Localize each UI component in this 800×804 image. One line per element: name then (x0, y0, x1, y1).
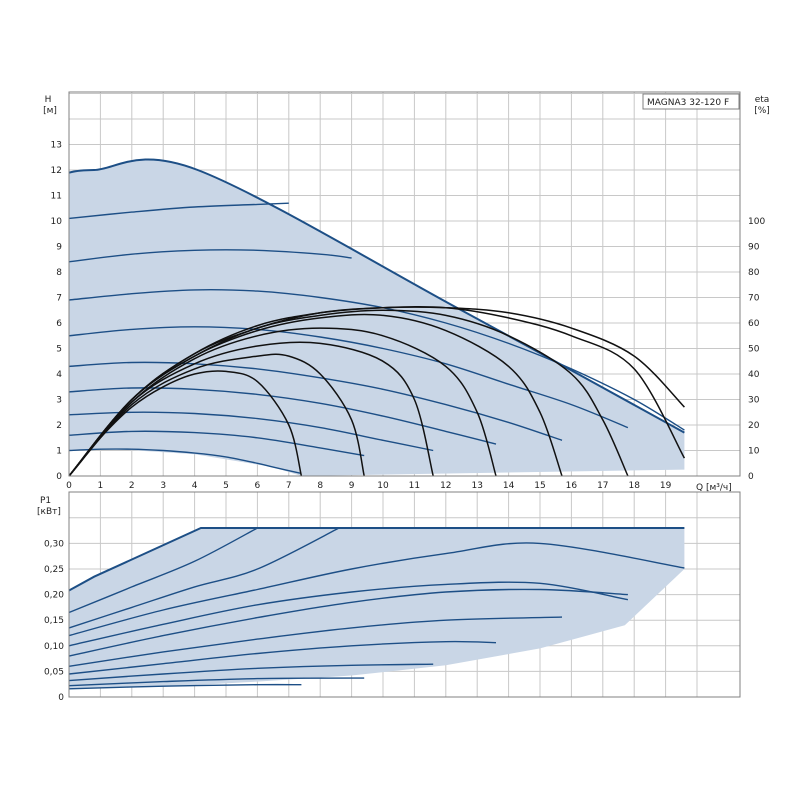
power-speed-curve (68, 640, 497, 675)
model-label-box (642, 93, 740, 110)
y2-axis-label-eta: eta (755, 95, 770, 105)
y-tick-label: 11 (51, 192, 62, 202)
y2-tick-label: 80 (748, 268, 760, 278)
efficiency-curve (68, 353, 365, 477)
y2-tick-label: 60 (748, 319, 760, 329)
y-tick-label: 8 (56, 268, 62, 278)
power-speed-curve (68, 581, 629, 647)
model-label: MAGNA3 32-120 F (647, 98, 729, 108)
power-max-curve (68, 527, 685, 592)
x-tick-label: 17 (597, 481, 608, 491)
y-tick-label: 10 (51, 217, 63, 227)
head-speed-curve (68, 361, 563, 441)
head-speed-curve (68, 387, 497, 445)
x-tick-label: 3 (160, 481, 166, 491)
x-tick-label: 7 (286, 481, 292, 491)
head-max-curve (68, 158, 685, 434)
y-tick-label: 12 (51, 166, 62, 176)
y-tick-label: 3 (56, 396, 62, 406)
y2-tick-label: 70 (748, 294, 760, 304)
x-tick-label: 15 (534, 481, 545, 491)
x-tick-label: 12 (440, 481, 451, 491)
x-tick-label: 0 (66, 481, 72, 491)
x-tick-label: 2 (129, 481, 135, 491)
operating-area-head (69, 159, 685, 476)
y-axis-unit-head: [м] (43, 106, 57, 116)
y-tick-label: 9 (56, 243, 62, 253)
x-axis-label-flow: Q [м³/ч] (696, 483, 732, 493)
y-tick-label: 2 (56, 421, 62, 431)
x-tick-label: 10 (377, 481, 389, 491)
y-tick-label: 13 (51, 141, 62, 151)
head-plot-frame (68, 91, 741, 477)
power-panel: 0 0,05 0,10 0,15 0,20 0,25 0,30 (44, 491, 741, 703)
y2-axis-unit-eta: [%] (754, 106, 770, 116)
power-speed-curve (68, 527, 258, 614)
head-speed-curve (68, 289, 685, 431)
power-speed-curve (68, 527, 340, 629)
head-speed-curve (68, 249, 352, 263)
y-axis-label-head: H (45, 95, 52, 105)
y-axis-label-power: P1 (40, 496, 51, 506)
power-plot-frame (68, 491, 741, 698)
y-tick-label: 6 (56, 319, 62, 329)
power-speed-curve (68, 677, 365, 687)
operating-area-power (69, 528, 685, 689)
x-tick-label: 8 (317, 481, 323, 491)
x-tick-label: 18 (628, 481, 640, 491)
x-tick-label: 5 (223, 481, 229, 491)
power-y-tick-label: 0,15 (44, 616, 64, 626)
y-tick-label: 0 (56, 472, 62, 482)
efficiency-curve (68, 309, 629, 477)
x-tick-label: 4 (192, 481, 198, 491)
head-speed-curve (68, 411, 434, 452)
power-y-tick-label: 0,20 (44, 591, 64, 601)
efficiency-curve (68, 306, 685, 477)
y2-tick-label: 100 (748, 217, 765, 227)
head-efficiency-panel: 0 1 2 3 4 5 6 7 8 9 10 11 12 13 14 15 16 17 18 190123456789… (51, 91, 765, 491)
x-tick-label: 14 (503, 481, 515, 491)
power-y-tick-label: 0,05 (44, 667, 64, 677)
x-tick-label: 19 (660, 481, 672, 491)
y2-tick-label: 20 (748, 421, 760, 431)
y-tick-label: 1 (56, 447, 62, 457)
y-tick-label: 4 (56, 370, 62, 380)
head-speed-curve (68, 430, 365, 457)
power-speed-curve (68, 663, 434, 682)
y2-tick-label: 50 (748, 345, 760, 355)
y2-tick-label: 10 (748, 447, 760, 457)
y2-tick-label: 40 (748, 370, 760, 380)
y2-tick-label: 0 (748, 472, 754, 482)
power-y-tick-label: 0 (58, 693, 64, 703)
x-tick-label: 16 (566, 481, 578, 491)
power-y-tick-label: 0,25 (44, 565, 64, 575)
power-speed-curve (68, 683, 302, 690)
efficiency-curve (68, 327, 497, 477)
head-speed-curve (68, 448, 302, 475)
power-speed-curve (68, 616, 563, 667)
y-axis-unit-power: [кВт] (37, 507, 61, 517)
x-tick-label: 1 (98, 481, 104, 491)
x-tick-label: 6 (255, 481, 261, 491)
y-tick-label: 7 (56, 294, 62, 304)
y2-tick-label: 30 (748, 396, 760, 406)
x-tick-label: 13 (471, 481, 482, 491)
power-speed-curve (68, 588, 628, 657)
x-tick-label: 11 (409, 481, 420, 491)
power-y-tick-label: 0,10 (44, 642, 64, 652)
y2-tick-label: 90 (748, 243, 760, 253)
head-speed-curve (68, 326, 629, 429)
x-tick-label: 9 (349, 481, 355, 491)
power-y-tick-label: 0,30 (44, 539, 64, 549)
y-tick-label: 5 (56, 345, 62, 355)
power-speed-curve (68, 542, 685, 637)
